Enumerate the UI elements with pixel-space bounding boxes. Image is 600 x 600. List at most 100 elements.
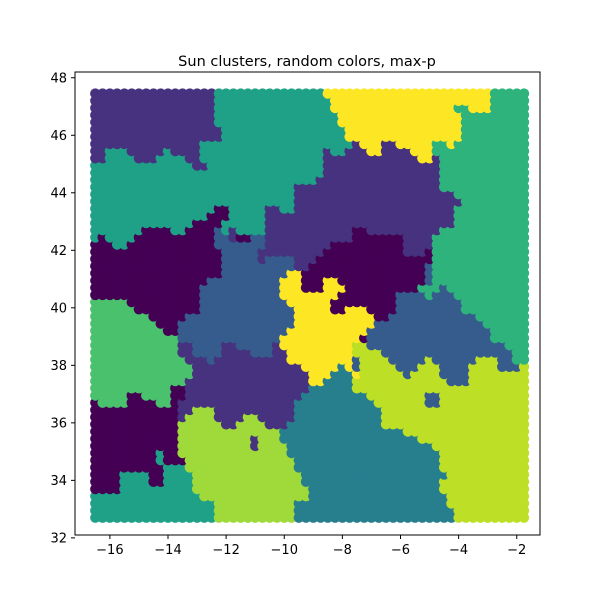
data-point: [177, 491, 188, 502]
data-point: [177, 88, 188, 99]
data-point: [126, 124, 137, 135]
data-point: [206, 340, 217, 351]
data-point: [184, 296, 195, 308]
data-point: [111, 124, 123, 135]
chart-title: Sun clusters, random colors, max-p: [178, 54, 436, 70]
data-point: [191, 289, 203, 301]
data-point: [191, 433, 203, 444]
data-point: [286, 455, 297, 466]
data-point: [220, 304, 232, 315]
data-point: [199, 411, 210, 423]
data-point: [148, 390, 159, 401]
data-point: [162, 282, 174, 293]
data-point: [111, 411, 123, 423]
data-point: [155, 124, 166, 135]
data-point: [199, 138, 210, 150]
data-point: [148, 275, 159, 286]
data-point: [184, 455, 195, 466]
data-point: [199, 483, 210, 495]
data-point: [90, 282, 101, 293]
data-point: [119, 433, 130, 444]
data-point: [279, 138, 290, 150]
data-point: [148, 167, 159, 178]
data-point: [97, 145, 108, 157]
data-point: [170, 455, 181, 466]
data-point: [228, 411, 239, 423]
data-point: [184, 476, 195, 487]
data-point: [148, 95, 159, 107]
data-point: [228, 419, 239, 430]
data-point: [162, 153, 174, 164]
data-point: [177, 332, 188, 344]
data-point: [97, 260, 108, 272]
data-point: [162, 109, 174, 121]
data-point: [97, 440, 108, 452]
data-point: [148, 203, 159, 214]
data-point: [90, 275, 101, 286]
data-point: [199, 217, 210, 229]
data-point: [148, 153, 159, 164]
data-point: [111, 253, 123, 265]
data-point: [191, 124, 203, 135]
data-point: [184, 153, 195, 164]
data-point: [90, 433, 101, 444]
data-point: [104, 289, 116, 301]
data-point: [228, 153, 239, 164]
data-point: [286, 476, 297, 487]
data-point: [199, 88, 210, 99]
data-point: [228, 289, 239, 301]
data-point: [90, 138, 101, 150]
data-point: [155, 462, 166, 473]
data-point: [228, 138, 239, 150]
data-point: [286, 498, 297, 509]
data-point: [213, 260, 225, 272]
data-point: [228, 404, 239, 416]
data-point: [264, 476, 275, 487]
data-point: [213, 253, 225, 265]
data-point: [90, 419, 101, 430]
data-point: [111, 404, 123, 416]
data-point: [119, 282, 130, 293]
data-point: [228, 440, 239, 452]
data-point: [162, 88, 174, 99]
data-point: [250, 181, 261, 193]
data-point: [97, 469, 108, 480]
data-point: [199, 491, 210, 502]
data-point: [191, 368, 203, 380]
data-point: [250, 95, 261, 107]
data-point: [220, 419, 232, 430]
data-point: [97, 347, 108, 358]
data-point: [220, 210, 232, 221]
data-point: [104, 253, 116, 265]
data-point: [213, 383, 225, 394]
data-point: [271, 145, 283, 157]
data-point: [242, 347, 254, 358]
data-point: [213, 88, 225, 99]
data-point: [199, 145, 210, 157]
data-point: [206, 210, 217, 221]
data-point: [257, 217, 268, 229]
data-point: [162, 275, 174, 286]
data-point: [170, 131, 181, 142]
data-point: [257, 131, 268, 142]
data-point: [213, 347, 225, 358]
data-point: [250, 383, 261, 394]
data-point: [184, 275, 195, 286]
data-point: [141, 455, 152, 466]
data-point: [104, 318, 116, 329]
data-point: [104, 153, 116, 164]
data-point: [184, 483, 195, 495]
data-point: [111, 203, 123, 214]
data-point: [90, 109, 101, 121]
data-point: [119, 268, 130, 279]
data-point: [213, 411, 225, 423]
data-point: [133, 268, 145, 279]
data-point: [213, 282, 225, 293]
data-point: [170, 260, 181, 272]
data-point: [162, 462, 174, 473]
data-point: [191, 491, 203, 502]
data-point: [264, 483, 275, 495]
data-point: [220, 145, 232, 157]
data-point: [148, 476, 159, 487]
data-point: [90, 498, 101, 509]
